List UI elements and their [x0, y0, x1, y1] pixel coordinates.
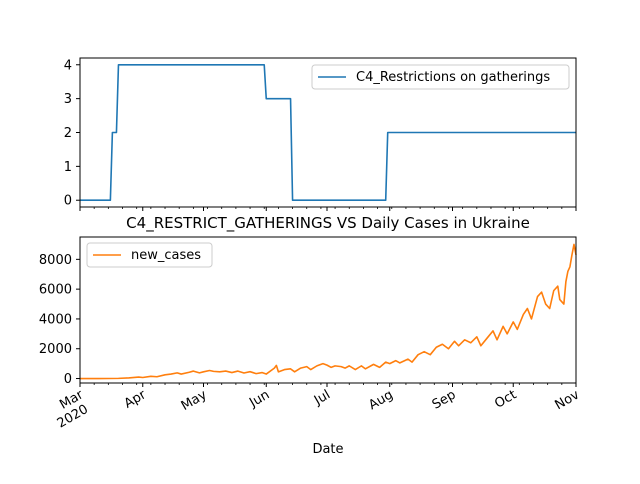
x-tick-label: Jul: [311, 387, 333, 408]
top-y-tick-label: 3: [64, 92, 72, 107]
bottom-plot-frame: [79, 236, 577, 384]
bottom-y-tick-label: 0: [64, 372, 72, 387]
x-tick-label-group: Aug: [366, 387, 395, 413]
top-y-tick-label: 4: [64, 58, 72, 73]
x-tick-label-group: Nov: [553, 387, 583, 413]
top-series-line: [80, 63, 576, 202]
x-tick-label-group: Jul: [311, 387, 333, 408]
bottom-y-tick-label: 2000: [39, 342, 72, 357]
bottom-legend-label: new_cases: [131, 248, 201, 263]
x-tick-label-group: May: [179, 387, 210, 414]
bottom-series-line: [80, 243, 577, 380]
top-y-tick-label: 2: [64, 126, 72, 141]
top-y-tick-label: 1: [64, 160, 72, 175]
top-legend: C4_Restrictions on gatherings: [311, 64, 570, 90]
x-tick-label: Aug: [366, 387, 395, 413]
bottom-chart-panel: C4_RESTRICT_GATHERINGS VS Daily Cases in…: [39, 214, 582, 457]
top-legend-box: [311, 64, 570, 90]
top-chart-panel: 0 1 2 3 4 C4_Restrictions on gatherings: [64, 57, 577, 211]
x-tick-label: Oct: [492, 387, 519, 411]
bottom-y-tick-label: 8000: [39, 253, 72, 268]
bottom-chart-title: C4_RESTRICT_GATHERINGS VS Daily Cases in…: [126, 214, 530, 233]
top-y-tick-label: 0: [64, 194, 72, 209]
x-tick-label: Jun: [246, 387, 272, 411]
bottom-y-tick-label: 4000: [39, 312, 72, 327]
x-tick-label: Apr: [122, 387, 150, 412]
x-tick-label-group: Sep: [430, 387, 459, 412]
top-legend-label: C4_Restrictions on gatherings: [356, 70, 550, 85]
x-tick-label-group: Apr: [122, 387, 150, 412]
x-tick-label-group: Jun: [246, 387, 272, 411]
x-tick-label: Sep: [430, 387, 459, 412]
x-axis-label: Date: [312, 442, 343, 457]
bottom-legend: new_cases: [86, 242, 213, 268]
x-tick-label-group: Oct: [492, 387, 519, 411]
x-tick-label: May: [179, 387, 210, 414]
bottom-y-tick-label: 6000: [39, 283, 72, 298]
x-tick-label: Nov: [553, 387, 583, 413]
bottom-legend-box: [86, 242, 213, 268]
